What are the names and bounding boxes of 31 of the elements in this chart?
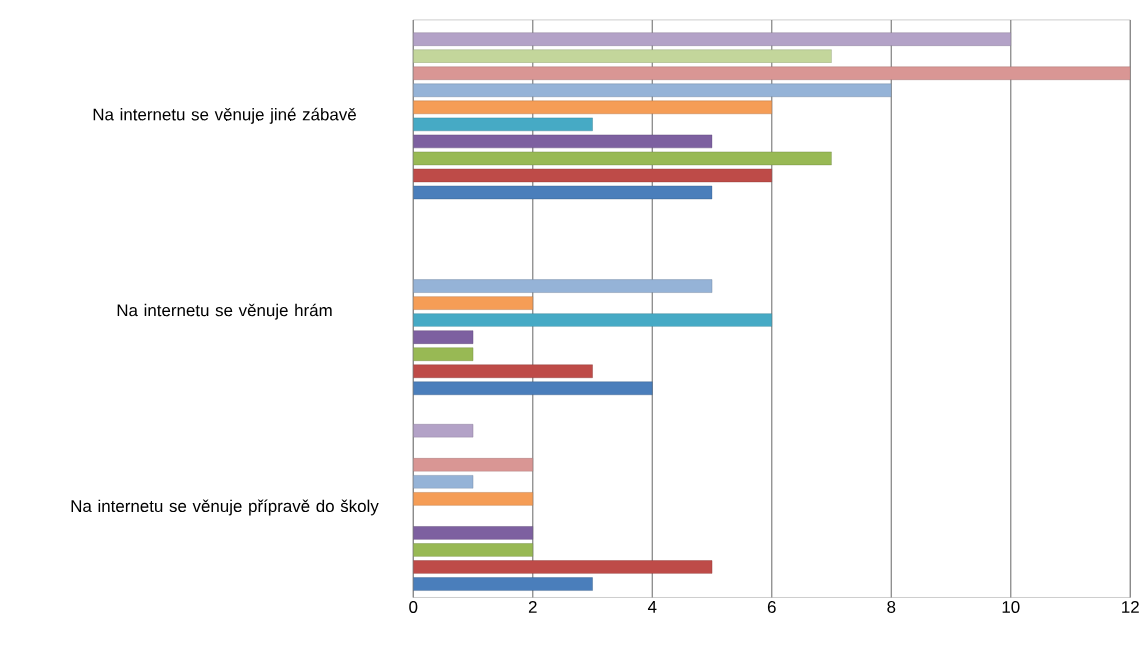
y-tick-label: Na internetu se věnuje jiné zábavě <box>93 107 356 124</box>
x-tick-label: 0 <box>409 600 418 613</box>
x-tick-label: 8 <box>887 600 896 613</box>
bar <box>413 134 713 148</box>
x-tick-label: 12 <box>1122 600 1139 613</box>
bar <box>413 313 772 327</box>
y-tick-label: Na internetu se věnuje hrám <box>117 303 332 320</box>
bar <box>413 560 713 574</box>
x-tick-label: 2 <box>528 600 537 613</box>
bar <box>413 381 653 395</box>
bar <box>413 526 533 540</box>
bar <box>413 330 474 344</box>
bar <box>413 347 474 361</box>
bar <box>413 543 533 557</box>
x-tick-label: 6 <box>767 600 776 613</box>
x-tick-label: 4 <box>647 600 657 613</box>
bar <box>413 475 474 489</box>
bar <box>413 117 593 131</box>
bar <box>413 100 772 114</box>
bar <box>413 492 533 506</box>
y-tick-label: Na internetu se věnuje přípravě do školy <box>71 499 379 516</box>
x-tick-label: 10 <box>1002 600 1020 613</box>
bar <box>413 279 713 293</box>
bar <box>413 577 593 591</box>
bar <box>413 66 1131 80</box>
bar <box>413 423 474 438</box>
bar <box>413 296 533 310</box>
bar <box>413 364 593 378</box>
bar <box>413 32 1011 46</box>
bar <box>413 83 892 97</box>
bar <box>413 458 533 472</box>
